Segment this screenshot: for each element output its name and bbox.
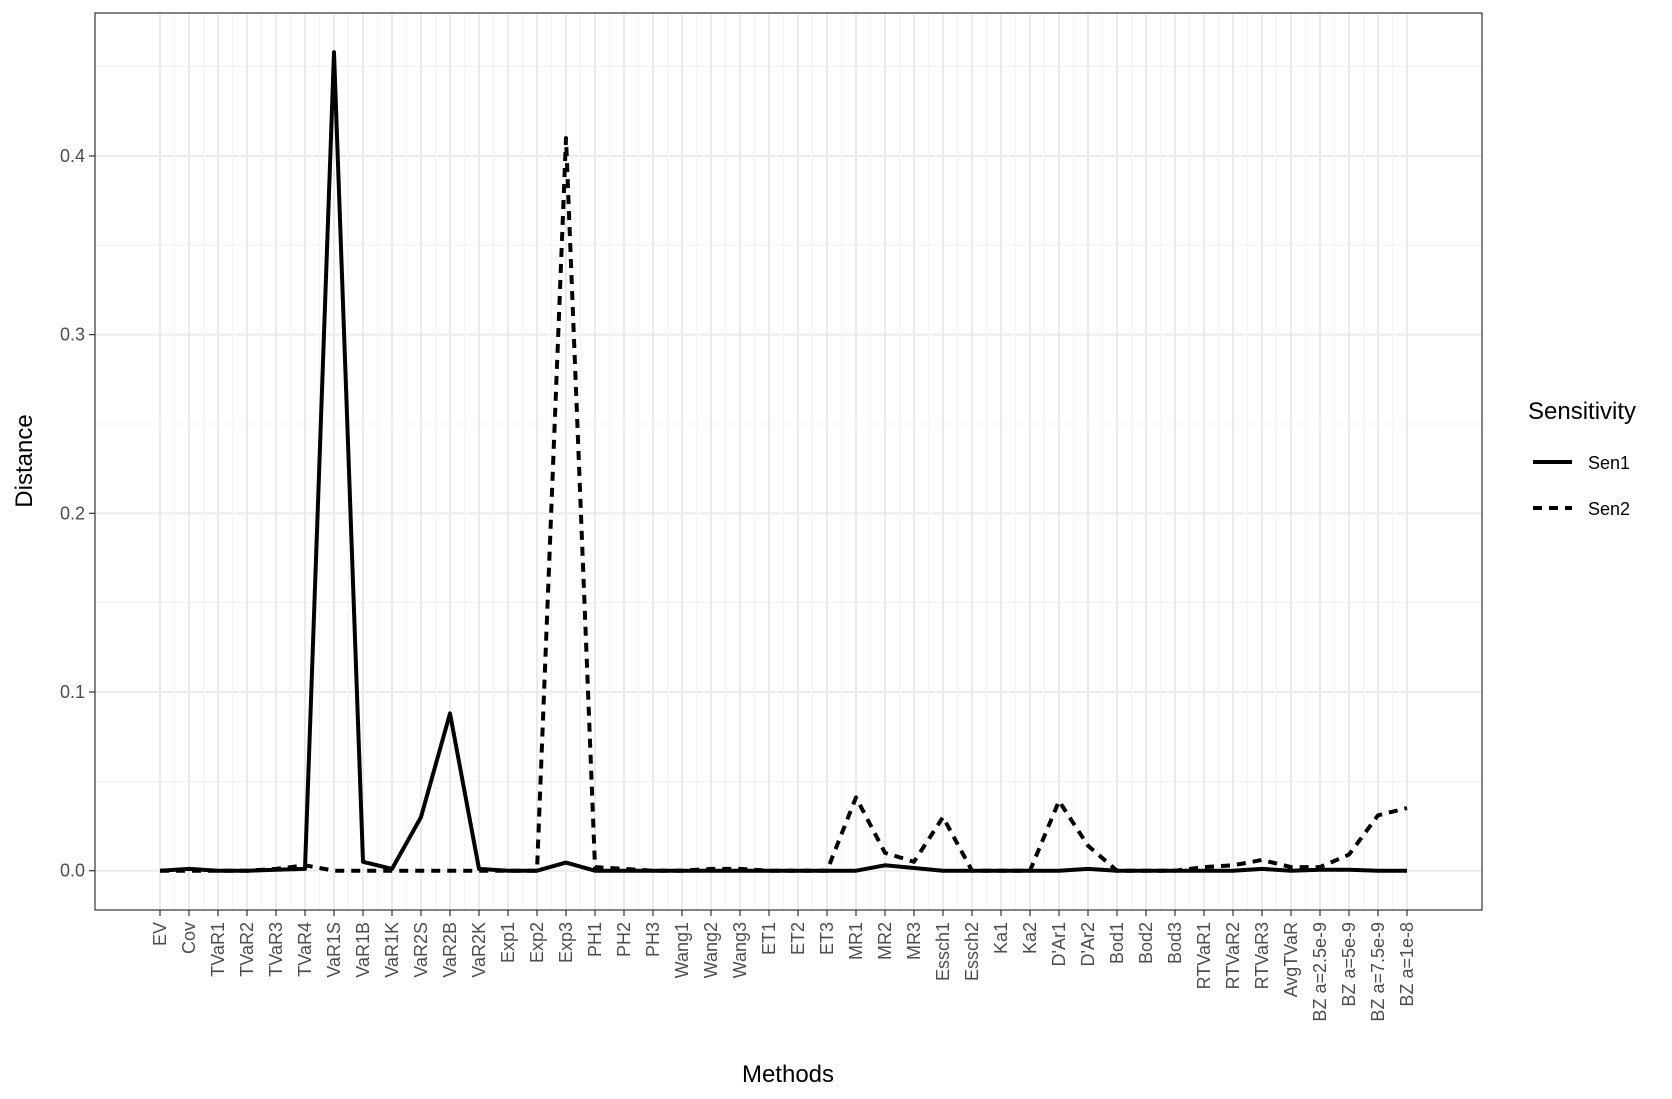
- x-tick-label: RTVaR3: [1252, 922, 1272, 989]
- x-tick-label: VaR1S: [324, 922, 344, 978]
- y-tick-label: 0.2: [60, 503, 85, 523]
- x-tick-label: BZ a=2.5e-9: [1310, 922, 1330, 1022]
- x-tick-label: TVaR4: [295, 922, 315, 977]
- x-tick-label: Essch2: [962, 922, 982, 981]
- x-tick-label: ET1: [759, 922, 779, 955]
- legend: Sensitivity Sen1 Sen2: [1528, 398, 1636, 519]
- x-tick-label: MR1: [846, 922, 866, 960]
- x-tick-label: Bod3: [1165, 922, 1185, 964]
- x-tick-label: PH1: [585, 922, 605, 957]
- panel-background: [95, 13, 1482, 910]
- x-axis-ticks: EV Cov TVaR1 TVaR2 TVaR3 TVaR4 VaR1S VaR1B VaR1K…: [150, 910, 1417, 1022]
- x-tick-label: EV: [150, 922, 170, 946]
- x-tick-label: Bod1: [1107, 922, 1127, 964]
- x-tick-label: TVaR1: [208, 922, 228, 977]
- x-tick-label: Wang3: [730, 922, 750, 978]
- y-tick-label: 0.1: [60, 682, 85, 702]
- x-tick-label: RTVaR1: [1194, 922, 1214, 989]
- x-tick-label: Ka2: [1020, 922, 1040, 954]
- y-tick-label: 0.3: [60, 325, 85, 345]
- x-tick-label: VaR2B: [440, 922, 460, 978]
- x-tick-label: Cov: [179, 922, 199, 954]
- x-tick-label: D'Ar1: [1049, 922, 1069, 966]
- x-tick-label: BZ a=1e-8: [1397, 922, 1417, 1007]
- y-tick-label: 0.0: [60, 861, 85, 881]
- x-tick-label: Ka1: [991, 922, 1011, 954]
- x-tick-label: Exp2: [527, 922, 547, 963]
- x-tick-label: ET3: [817, 922, 837, 955]
- x-tick-label: MR3: [904, 922, 924, 960]
- x-tick-label: ET2: [788, 922, 808, 955]
- x-axis-title: Methods: [742, 1061, 834, 1088]
- x-tick-label: VaR1B: [353, 922, 373, 978]
- legend-title: Sensitivity: [1528, 398, 1636, 425]
- x-tick-label: AvgTVaR: [1281, 922, 1301, 997]
- x-tick-label: Wang1: [672, 922, 692, 978]
- y-axis-ticks: 0.0 0.1 0.2 0.3 0.4: [60, 146, 95, 881]
- x-tick-label: MR2: [875, 922, 895, 960]
- x-tick-label: VaR1K: [382, 922, 402, 978]
- x-tick-label: Exp3: [556, 922, 576, 963]
- y-tick-label: 0.4: [60, 146, 85, 166]
- x-tick-label: RTVaR2: [1223, 922, 1243, 989]
- x-tick-label: Bod2: [1136, 922, 1156, 964]
- x-tick-label: BZ a=5e-9: [1339, 922, 1359, 1007]
- x-tick-label: VaR2S: [411, 922, 431, 978]
- x-tick-label: TVaR2: [237, 922, 257, 977]
- x-tick-label: PH2: [614, 922, 634, 957]
- x-tick-label: PH3: [643, 922, 663, 957]
- x-tick-label: D'Ar2: [1078, 922, 1098, 966]
- x-tick-label: Exp1: [498, 922, 518, 963]
- x-tick-label: VaR2K: [469, 922, 489, 978]
- x-tick-label: Essch1: [933, 922, 953, 981]
- y-axis-title: Distance: [11, 414, 38, 507]
- legend-label-sen1: Sen1: [1588, 453, 1630, 473]
- x-tick-label: BZ a=7.5e-9: [1368, 922, 1388, 1022]
- legend-label-sen2: Sen2: [1588, 499, 1630, 519]
- x-tick-label: TVaR3: [266, 922, 286, 977]
- x-tick-label: Wang2: [701, 922, 721, 978]
